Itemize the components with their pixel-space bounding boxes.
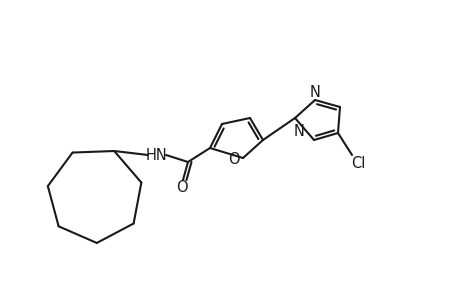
Text: N: N	[293, 124, 304, 140]
Text: O: O	[228, 152, 239, 167]
Text: O: O	[176, 181, 187, 196]
Text: Cl: Cl	[350, 155, 364, 170]
Text: N: N	[309, 85, 320, 100]
Text: HN: HN	[146, 148, 168, 163]
